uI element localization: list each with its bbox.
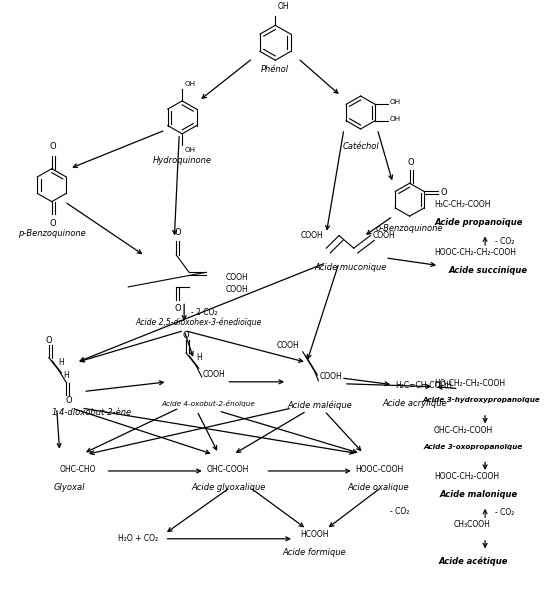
Text: COOH: COOH xyxy=(226,286,248,294)
Text: Acide 2,5-dioxohex-3-énedioïque: Acide 2,5-dioxohex-3-énedioïque xyxy=(136,318,262,327)
Text: Hydroquinone: Hydroquinone xyxy=(153,156,212,165)
Text: - CO₂: - CO₂ xyxy=(495,508,514,517)
Text: OHC-CHO: OHC-CHO xyxy=(60,464,96,474)
Text: COOH: COOH xyxy=(277,340,300,349)
Text: Acide 3-hydroxypropanoïque: Acide 3-hydroxypropanoïque xyxy=(422,397,540,404)
Text: OH: OH xyxy=(184,148,196,153)
Text: - CO₂: - CO₂ xyxy=(390,507,409,516)
Text: - CO₂: - CO₂ xyxy=(495,237,514,246)
Text: 1,4-dioxobut-2-ène: 1,4-dioxobut-2-ène xyxy=(52,408,132,417)
Text: O: O xyxy=(441,188,447,197)
Text: OH: OH xyxy=(390,116,401,122)
Text: OH: OH xyxy=(277,2,289,11)
Text: OH: OH xyxy=(184,81,196,87)
Text: HO-CH₂-CH₂-COOH: HO-CH₂-CH₂-COOH xyxy=(434,379,505,388)
Text: CH₃COOH: CH₃COOH xyxy=(454,520,491,529)
Text: O: O xyxy=(175,228,182,237)
Text: COOH: COOH xyxy=(226,273,248,281)
Text: Acide muconique: Acide muconique xyxy=(315,263,387,272)
Text: o-Benzoquinone: o-Benzoquinone xyxy=(376,224,443,233)
Text: Acide 3-oxopropanoïque: Acide 3-oxopropanoïque xyxy=(424,444,523,450)
Text: H₃C-CH₂-COOH: H₃C-CH₂-COOH xyxy=(434,200,491,209)
Text: O: O xyxy=(50,142,56,151)
Text: O: O xyxy=(50,219,56,228)
Text: H₂C=CH-COOH: H₂C=CH-COOH xyxy=(395,381,452,390)
Text: OH: OH xyxy=(390,99,401,106)
Text: p-Benzoquinone: p-Benzoquinone xyxy=(18,229,86,238)
Text: COOH: COOH xyxy=(203,369,226,379)
Text: H: H xyxy=(58,358,65,367)
Text: Acide 4-oxobut-2-énoïque: Acide 4-oxobut-2-énoïque xyxy=(162,400,256,407)
Text: OHC-CH₂-COOH: OHC-CH₂-COOH xyxy=(434,426,494,435)
Text: Acide glyoxalique: Acide glyoxalique xyxy=(191,483,266,491)
Text: HOOC-COOH: HOOC-COOH xyxy=(356,464,404,474)
Text: Acide oxalique: Acide oxalique xyxy=(348,483,409,491)
Text: H₂O + CO₂: H₂O + CO₂ xyxy=(118,535,158,543)
Text: Catéchol: Catéchol xyxy=(342,142,379,151)
Text: Acide acrylique: Acide acrylique xyxy=(382,399,447,408)
Text: O: O xyxy=(175,304,182,313)
Text: Acide formique: Acide formique xyxy=(282,549,346,558)
Text: Acide maléique: Acide maléique xyxy=(287,400,352,409)
Text: O: O xyxy=(407,158,414,167)
Text: H: H xyxy=(63,371,69,379)
Text: HCOOH: HCOOH xyxy=(300,530,329,539)
Text: COOH: COOH xyxy=(373,231,395,240)
Text: Acide succinique: Acide succinique xyxy=(448,266,527,274)
Text: O: O xyxy=(46,336,52,345)
Text: HOOC-CH₂-CH₂-COOH: HOOC-CH₂-CH₂-COOH xyxy=(434,248,516,257)
Text: COOH: COOH xyxy=(319,372,342,382)
Text: Glyoxal: Glyoxal xyxy=(53,483,85,491)
Text: Acide propanoïque: Acide propanoïque xyxy=(434,218,522,227)
Text: H: H xyxy=(196,353,202,362)
Text: OHC-COOH: OHC-COOH xyxy=(207,464,249,474)
Text: COOH: COOH xyxy=(301,231,324,240)
Text: O: O xyxy=(183,331,189,340)
Text: O: O xyxy=(65,396,72,405)
Text: HOOC-CH₂-COOH: HOOC-CH₂-COOH xyxy=(434,472,499,481)
Text: Acide malonique: Acide malonique xyxy=(439,490,517,499)
Text: Phénol: Phénol xyxy=(261,65,290,74)
Text: - 2 CO₂: - 2 CO₂ xyxy=(191,307,217,317)
Text: Acide acétique: Acide acétique xyxy=(439,556,508,566)
